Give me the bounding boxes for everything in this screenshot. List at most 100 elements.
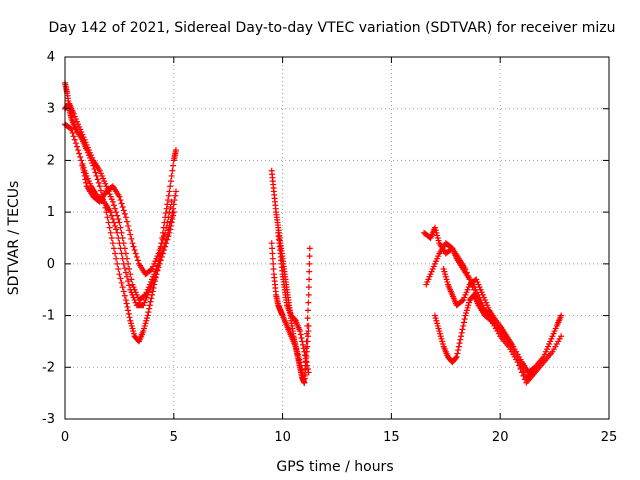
data-point [114, 260, 121, 267]
data-point [127, 231, 134, 238]
data-point [79, 162, 86, 169]
data-point [96, 183, 103, 190]
data-point [92, 169, 99, 176]
data-point [458, 329, 465, 336]
x-tick-label: 15 [383, 430, 400, 445]
data-point [269, 245, 276, 252]
data-point [301, 348, 308, 355]
chart-title: Day 142 of 2021, Sidereal Day-to-day VTE… [49, 20, 616, 36]
data-point [167, 226, 174, 233]
data-point [153, 271, 160, 278]
data-point [298, 334, 305, 341]
data-point [126, 314, 133, 321]
data-point [306, 260, 313, 267]
data-point [304, 366, 311, 373]
data-point [455, 343, 462, 350]
data-point [119, 284, 126, 291]
data-point [471, 286, 478, 293]
data-point [166, 188, 173, 195]
data-point [466, 276, 473, 283]
data-point [165, 214, 172, 221]
data-point [167, 222, 174, 229]
data-point [134, 257, 141, 264]
data-point [301, 379, 308, 386]
data-point [558, 312, 565, 319]
data-point [270, 266, 277, 273]
data-point [124, 273, 131, 280]
data-point [302, 352, 309, 359]
data-point [305, 291, 312, 298]
data-point [123, 300, 130, 307]
data-point [301, 372, 308, 379]
data-point [518, 369, 525, 376]
data-point [306, 253, 313, 260]
data-point [118, 250, 125, 257]
data-point [105, 219, 112, 226]
grid [65, 57, 609, 419]
data-point [172, 147, 179, 154]
data-point [70, 133, 77, 140]
data-point [165, 192, 172, 199]
data-point [113, 226, 120, 233]
data-point [125, 222, 132, 229]
data-point [164, 197, 171, 204]
data-point [110, 245, 117, 252]
data-point [157, 257, 164, 264]
data-point [110, 219, 117, 226]
data-point [119, 203, 126, 210]
data-point [172, 188, 179, 195]
data-point [269, 255, 276, 262]
data-point [300, 345, 307, 352]
data-point [306, 268, 313, 275]
y-tick-label: -2 [42, 360, 55, 375]
x-tick-label: 5 [170, 430, 178, 445]
data-point [124, 303, 131, 310]
data-point [132, 250, 139, 257]
data-point [168, 172, 175, 179]
data-point [492, 317, 499, 324]
data-point [125, 310, 132, 317]
data-point [167, 203, 174, 210]
data-point [162, 229, 169, 236]
data-point [81, 172, 88, 179]
data-point [107, 229, 114, 236]
data-point [146, 302, 153, 309]
axis-ticks: 0 5 10 15 20 25 -3 -2 -1 0 1 2 3 4 [42, 50, 617, 445]
data-point [454, 350, 461, 357]
data-point [69, 129, 76, 136]
data-point [121, 210, 128, 217]
data-point [129, 240, 136, 247]
data-point [305, 369, 312, 376]
data-point [107, 209, 114, 216]
data-point [82, 176, 89, 183]
data-point [117, 275, 124, 282]
data-point [115, 266, 122, 273]
data-point [460, 322, 467, 329]
data-point [270, 260, 277, 267]
data-point [121, 292, 128, 299]
data-point [80, 166, 87, 173]
data-point [72, 140, 79, 147]
data-point [169, 216, 176, 223]
data-point [80, 169, 87, 176]
data-point [68, 126, 75, 133]
data-point [126, 227, 133, 234]
data-point [108, 212, 115, 219]
data-point [119, 255, 126, 262]
data-point [516, 362, 523, 369]
data-point [108, 235, 115, 241]
data-point [456, 340, 463, 347]
data-point [458, 333, 465, 340]
data-point [97, 187, 104, 194]
data-point [109, 198, 116, 205]
x-axis-label: GPS time / hours [276, 459, 393, 475]
data-point [83, 179, 90, 186]
plot-frame [64, 56, 610, 420]
data-point [113, 255, 120, 262]
data-point [128, 235, 135, 242]
data-point [127, 271, 134, 278]
data-point [159, 236, 166, 243]
data-point [122, 269, 129, 276]
data-point [164, 201, 171, 208]
data-point [120, 207, 127, 214]
